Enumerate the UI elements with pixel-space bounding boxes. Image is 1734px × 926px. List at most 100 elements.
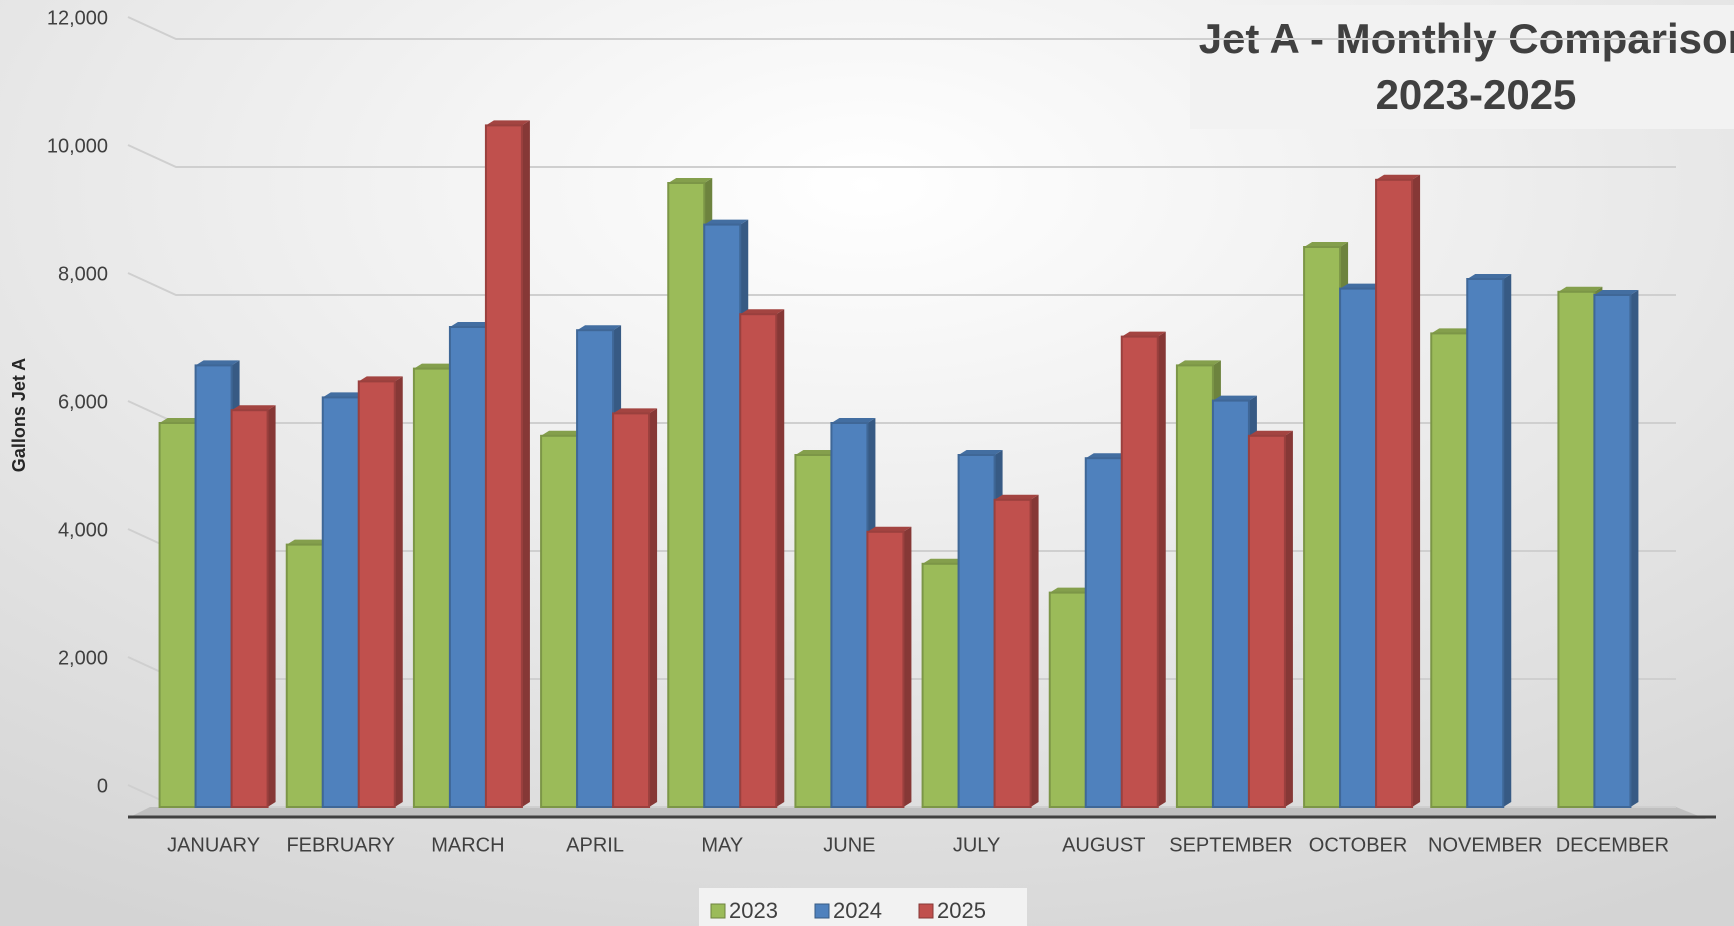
bar [866,530,905,808]
bar [321,396,360,808]
bar [739,313,778,808]
bar-top [831,418,876,423]
bar [484,124,523,808]
x-tick-label: OCTOBER [1309,834,1408,856]
legend-swatch [918,903,934,919]
y-tick-label: 8,000 [58,263,108,285]
bar [1375,178,1414,809]
bar-top [613,408,658,414]
bar-top [1121,331,1166,337]
x-tick-label: MARCH [431,834,504,856]
bar-top [668,178,713,183]
bar-side [1503,274,1512,807]
bar-top [1376,174,1421,180]
legend-box [699,888,1027,926]
y-tick-label: 10,000 [47,135,108,157]
bar-top [1049,587,1094,593]
bar [357,380,396,808]
grid-line [127,144,1676,168]
bar [1048,591,1087,808]
bar-side [1284,430,1293,807]
bar [285,543,324,808]
bar-top [231,405,276,411]
bar [1211,399,1250,808]
x-tick-label: FEBRUARY [286,834,395,856]
x-tick-label: MAY [701,834,743,856]
bar-top [286,539,331,545]
bar-side [649,408,658,807]
grid-line [127,16,1676,40]
bar [448,326,487,808]
bar-top [1304,242,1349,247]
bar [794,454,833,808]
bar-top [740,309,785,315]
bar [921,562,960,808]
bar-side [1412,174,1421,808]
legend-label: 2023 [729,898,778,923]
bar-top [449,322,494,327]
bar [1430,332,1469,808]
bar [540,434,579,808]
y-tick-label: 6,000 [58,391,108,413]
bar-top [1594,290,1639,295]
bar-side [1030,494,1039,807]
bar [830,422,869,808]
bar-side [1630,290,1639,807]
bar-top [1558,286,1603,292]
legend-label: 2024 [833,898,882,923]
bar-side [903,526,912,807]
bar [667,182,706,808]
bar-top [1212,395,1257,401]
bar [1175,364,1214,808]
bar-top [867,526,912,532]
y-tick-label: 0 [97,775,108,797]
bar [1120,335,1159,808]
bar-top [541,430,586,436]
x-tick-label: SEPTEMBER [1169,834,1292,856]
bar [1339,287,1378,809]
x-tick-label: JULY [953,834,1000,856]
x-tick-label: JANUARY [167,834,260,856]
y-axis-label: Gallons Jet A [9,358,29,472]
bar-top [922,558,967,564]
bar [1247,434,1286,808]
title-box [1190,5,1734,129]
y-tick-label: 12,000 [47,7,108,29]
bar-top [1085,453,1130,459]
bar [1593,294,1632,808]
bar [957,454,996,808]
bar-top [1340,283,1385,289]
bar [1303,246,1342,808]
bar [703,223,742,809]
bar-top [358,376,403,382]
bar-top [1176,360,1221,366]
chart-title: 2023-2025 [1376,71,1577,118]
x-tick-label: JUNE [823,834,875,856]
x-tick-label: AUGUST [1062,834,1145,856]
bar-side [776,309,785,807]
bar-top [485,120,530,126]
bar-side [394,376,403,807]
bar [194,364,233,808]
y-tick-label: 4,000 [58,519,108,541]
bar [612,412,651,808]
grid-line [127,272,1676,296]
bar-top [795,450,840,455]
bar-side [1157,331,1166,807]
bar-top [159,418,204,423]
bar-top [1248,430,1293,436]
bar-top [994,494,1039,500]
bar-top [1467,274,1512,279]
x-tick-label: APRIL [566,834,624,856]
x-tick-label: DECEMBER [1556,834,1669,856]
bar-top [704,219,749,225]
legend-swatch [710,903,726,919]
bar [993,498,1032,808]
bar-side [267,405,276,807]
bar-top [413,363,458,369]
bar-side [521,120,530,807]
bar-top [195,360,240,366]
bar [576,329,615,808]
bar-top [958,450,1003,455]
